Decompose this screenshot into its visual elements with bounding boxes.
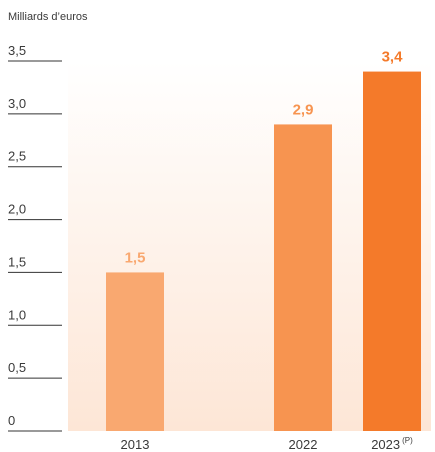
y-tick-label: 0,5 — [8, 360, 26, 375]
y-unit-label: Milliards d’euros — [8, 11, 88, 23]
data-label-2023: 3,4 — [382, 49, 404, 66]
y-tick-label: 1,5 — [8, 254, 26, 269]
bar-series: 1,5 2,9 3,4 — [106, 49, 421, 432]
bar-2013 — [106, 272, 164, 431]
bar-2023 — [363, 71, 421, 432]
y-tick-label: 2,5 — [8, 149, 26, 164]
data-label-2013: 1,5 — [125, 249, 146, 266]
bar-2022 — [274, 124, 332, 431]
x-tick-label-2013: 2013 — [121, 437, 150, 452]
y-tick-label: 3,5 — [8, 43, 26, 58]
y-tick-label: 1,0 — [8, 307, 26, 322]
y-tick-label: 0 — [8, 413, 15, 428]
x-tick-label-2023: 2023 (P) — [371, 436, 413, 452]
y-tick-label: 3,0 — [8, 96, 26, 111]
x-axis: 2013 2022 2023 (P) — [121, 436, 414, 452]
y-tick-label: 2,0 — [8, 202, 26, 217]
y-axis: 0 0,5 1,0 1,5 2,0 2,5 3,0 3,5 — [8, 43, 62, 432]
data-label-2022: 2,9 — [293, 101, 314, 118]
x-tick-label-2022: 2022 — [289, 437, 318, 452]
